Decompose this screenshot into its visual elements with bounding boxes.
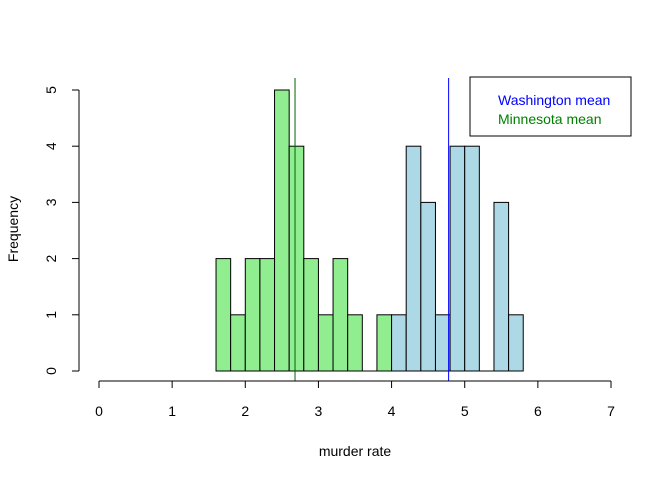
bar-washington-0 <box>391 314 407 372</box>
legend: Washington mean Minnesota mean <box>469 76 632 137</box>
x-axis: 0 1 2 3 4 5 6 7 <box>95 380 615 419</box>
x-tick-label-4: 4 <box>388 403 396 419</box>
x-tick-label-3: 3 <box>315 403 323 419</box>
legend-washington-mean: Washington mean <box>498 92 610 108</box>
bar-minnesota-5 <box>288 145 305 372</box>
bar-washington-4 <box>449 145 466 372</box>
x-tick-label-5: 5 <box>461 403 469 419</box>
x-tick-label-2: 2 <box>241 403 249 419</box>
x-tick-label-0: 0 <box>95 403 103 419</box>
bar-minnesota-8 <box>332 258 349 372</box>
x-tick-label-6: 6 <box>534 403 542 419</box>
y-tick-label-3: 3 <box>43 198 59 206</box>
y-tick-label-4: 4 <box>43 142 59 150</box>
y-tick-label-5: 5 <box>43 86 59 94</box>
y-tick-label-2: 2 <box>43 254 59 262</box>
bar-washington-3 <box>434 314 451 372</box>
y-tick-label-1: 1 <box>43 311 59 319</box>
bar-minnesota-3 <box>259 258 276 372</box>
bar-minnesota-1 <box>230 314 246 372</box>
bar-washington-5 <box>464 145 480 372</box>
bar-minnesota-0 <box>215 258 232 372</box>
bar-minnesota-7 <box>317 314 334 372</box>
y-axis: 0 1 2 3 4 5 <box>43 86 80 375</box>
legend-box <box>469 76 632 137</box>
bar-minnesota-11 <box>376 314 393 372</box>
bar-minnesota-2 <box>244 258 261 372</box>
bar-minnesota-6 <box>303 258 319 372</box>
y-tick-label-0: 0 <box>43 367 59 375</box>
bar-minnesota-4 <box>274 89 290 372</box>
bar-washington-8 <box>508 314 524 372</box>
x-axis-title: murder rate <box>319 443 392 459</box>
mean-lines <box>294 78 450 381</box>
y-axis-title: Frequency <box>5 196 21 262</box>
x-tick-label-7: 7 <box>607 403 615 419</box>
bar-washington-1 <box>405 145 422 372</box>
bar-washington-2 <box>420 201 436 372</box>
bar-minnesota-9 <box>347 314 363 372</box>
bar-washington-7 <box>493 201 510 372</box>
histogram-bars <box>215 89 524 372</box>
x-tick-label-1: 1 <box>168 403 176 419</box>
legend-minnesota-mean: Minnesota mean <box>498 111 602 127</box>
